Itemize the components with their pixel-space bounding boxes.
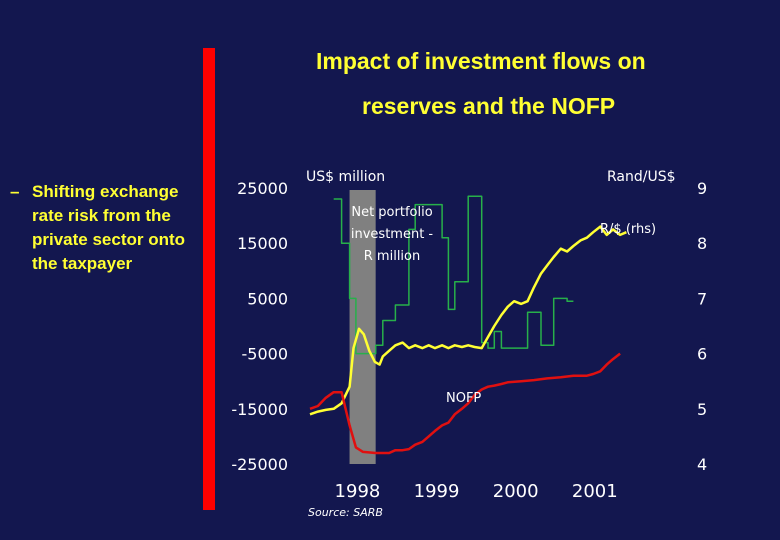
portfolio-annotation: Net portfolio investment -R million	[351, 205, 434, 264]
x-tick-label: 1998	[335, 481, 381, 502]
shaded-period	[349, 190, 376, 464]
nofp-annotation: NOFP	[446, 391, 481, 406]
y2-tick-label: 7	[697, 289, 707, 308]
y2-tick-label: 4	[697, 455, 707, 474]
bullet-text: Shifting exchange rate risk from the pri…	[32, 182, 186, 273]
series-line-portfolio	[333, 195, 574, 355]
y-tick-label: -25000	[231, 455, 288, 474]
slide-title-line-1: Impact of investment flows on	[316, 48, 646, 74]
x-tick-label: 1999	[414, 481, 460, 502]
accent-bar	[203, 48, 215, 510]
bullet-dash: –	[10, 182, 20, 201]
y-tick-label: -15000	[231, 400, 288, 419]
left-axis-label: US$ million	[306, 169, 385, 185]
y2-tick-label: 6	[697, 345, 707, 364]
y-tick-label: 5000	[247, 289, 288, 308]
right-axis-label: Rand/US$	[607, 169, 676, 185]
y-tick-label: -5000	[242, 345, 289, 364]
y2-tick-label: 8	[697, 234, 707, 253]
x-tick-label: 2000	[493, 481, 539, 502]
x-tick-label: 2001	[572, 481, 618, 502]
y2-tick-label: 5	[697, 400, 707, 419]
series-line-nofp	[309, 352, 621, 455]
y2-tick-label: 9	[697, 179, 707, 198]
source-note: Source: SARB	[308, 506, 383, 519]
rand-annotation: R/$ (rhs)	[600, 222, 656, 237]
slide-title-line-2: reserves and the NOFP	[362, 93, 616, 119]
y-tick-label: 25000	[237, 179, 288, 198]
series-line-rand	[309, 225, 627, 416]
y-tick-label: 15000	[237, 234, 288, 253]
